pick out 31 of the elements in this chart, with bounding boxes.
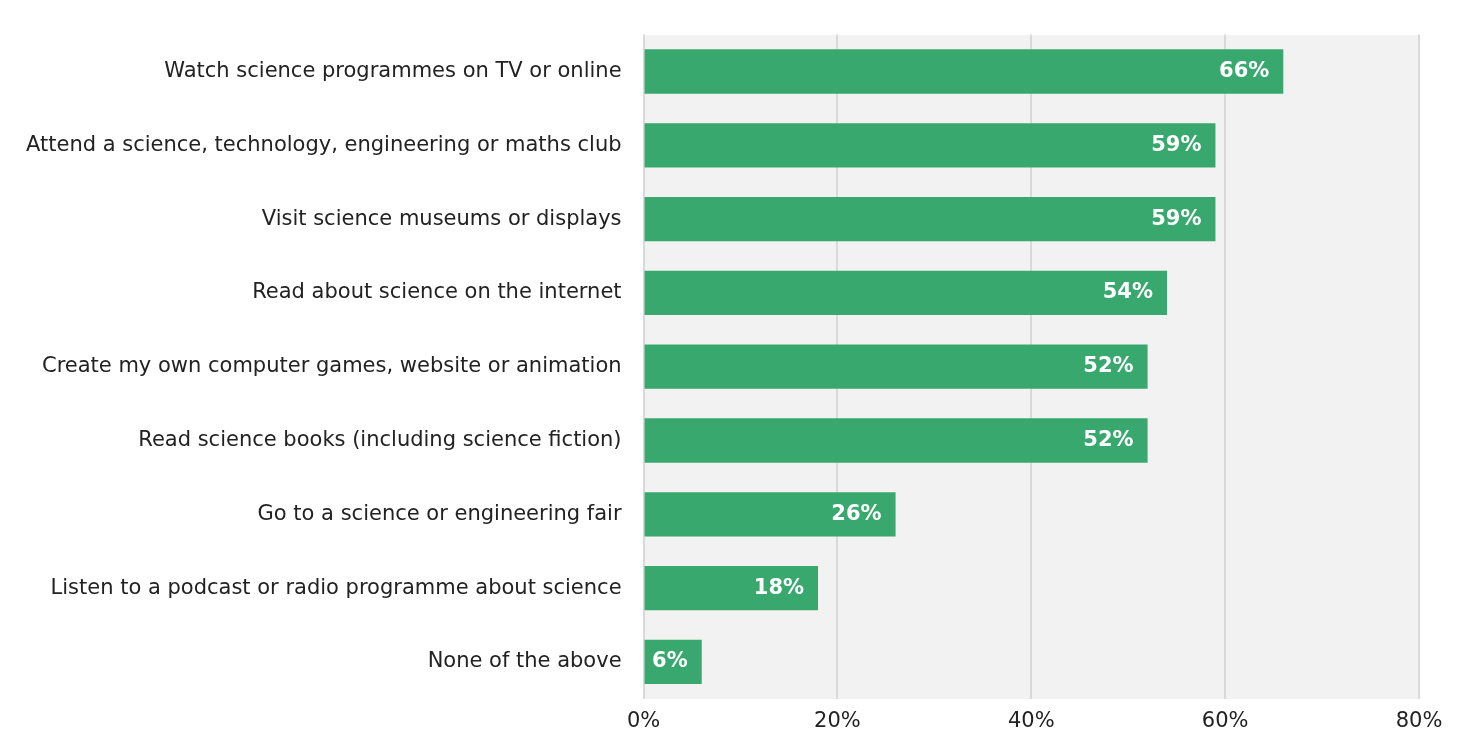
x-tick-label: 60% <box>1201 707 1249 732</box>
data-label: 54% <box>1102 279 1153 304</box>
y-tick-label: None of the above <box>427 648 622 673</box>
x-tick-label: 80% <box>1395 707 1443 732</box>
x-tick-label: 20% <box>814 707 861 732</box>
data-label: 66% <box>1219 57 1270 82</box>
data-label: 6% <box>652 648 688 673</box>
y-tick-label: Go to a science or engineering fair <box>257 500 622 525</box>
y-tick-label: Visit science museums or displays <box>261 205 622 230</box>
data-label: 59% <box>1151 131 1202 156</box>
x-tick-label: 40% <box>1007 707 1055 732</box>
bar <box>644 123 1216 168</box>
bar <box>644 270 1167 316</box>
bar <box>644 565 819 611</box>
y-tick-label: Listen to a podcast or radio programme about science <box>50 574 622 599</box>
bar <box>644 196 1216 242</box>
y-tick-label: Read about science on the internet <box>252 279 622 304</box>
y-tick-label: Create my own computer games, website or animation <box>41 353 622 378</box>
data-label: 59% <box>1151 205 1202 230</box>
y-tick-label: Read science books (including science fiction) <box>138 426 622 451</box>
data-label: 52% <box>1083 353 1134 378</box>
data-label: 26% <box>831 500 882 525</box>
data-label: 52% <box>1083 426 1134 451</box>
bar <box>644 418 1148 463</box>
bar <box>644 49 1284 94</box>
x-tick-label: 0% <box>626 707 661 732</box>
data-label: 18% <box>753 574 805 599</box>
y-tick-label: Watch science programmes on TV or online <box>164 57 622 82</box>
bar <box>644 492 896 537</box>
bar <box>644 344 1148 389</box>
y-tick-label: Attend a science, technology, engineering or maths club <box>25 131 622 156</box>
